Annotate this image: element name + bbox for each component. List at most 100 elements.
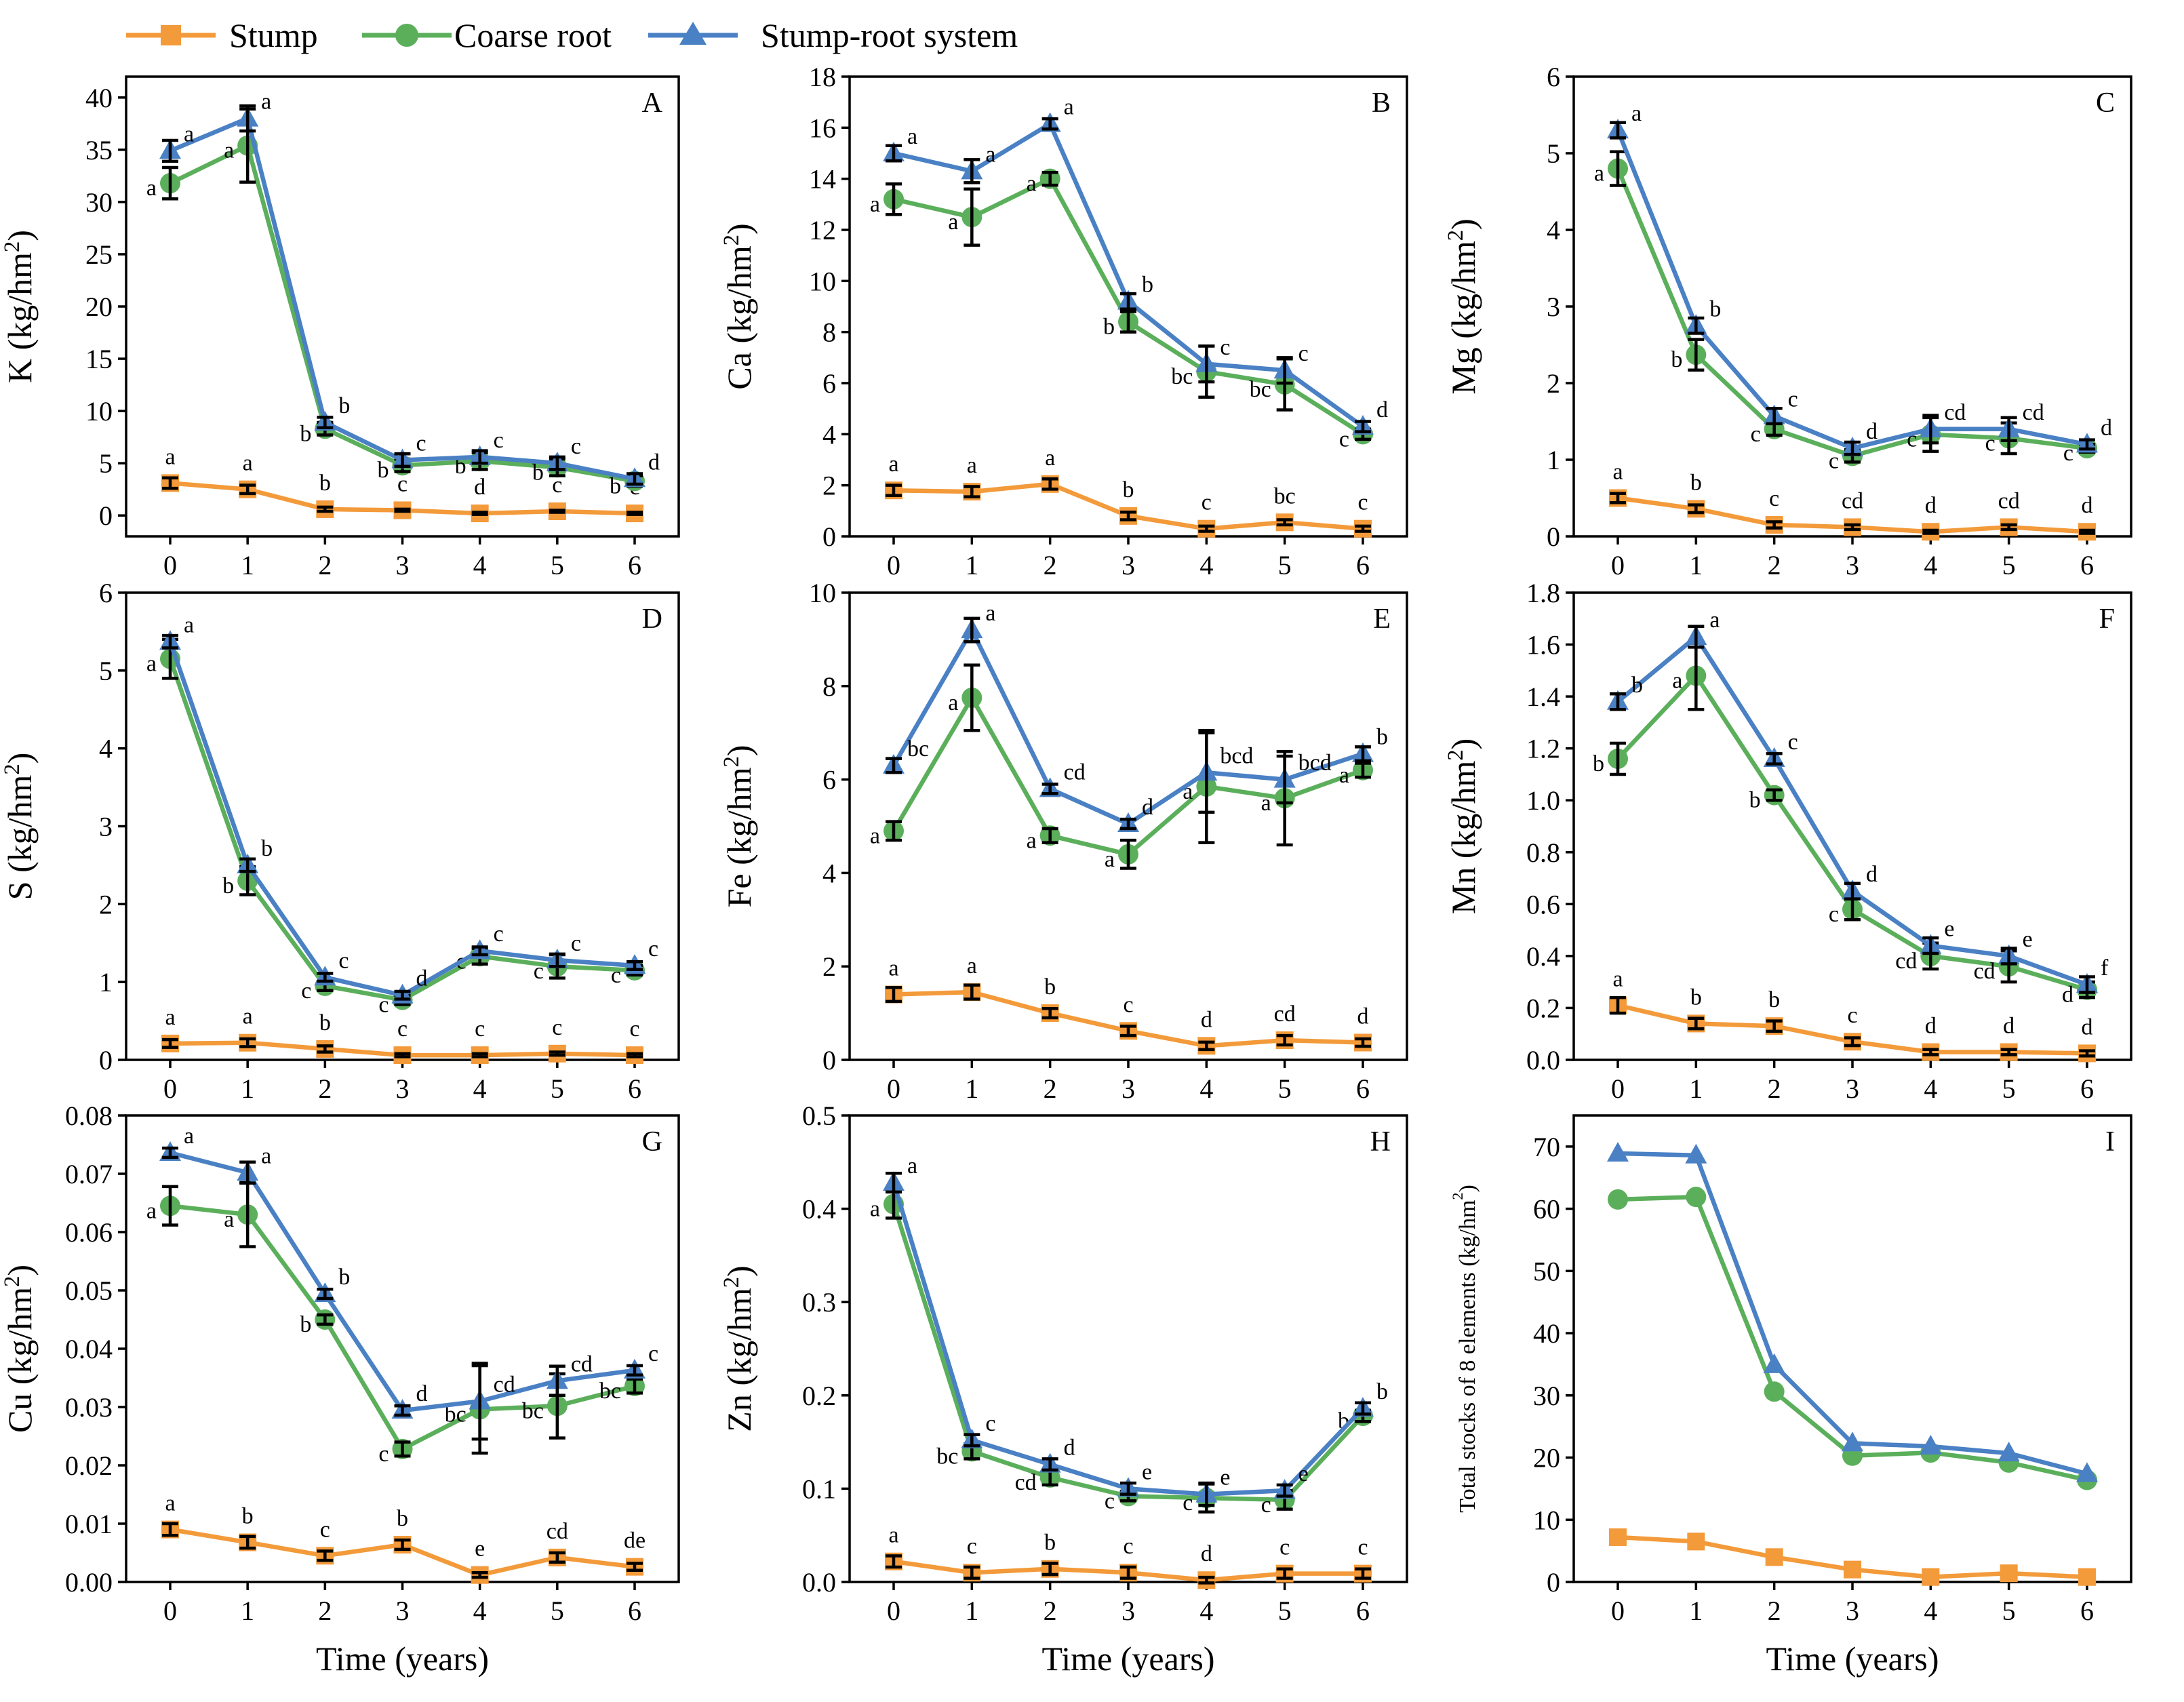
data-point-stump	[1765, 1548, 1783, 1566]
y-tick-label: 0.07	[65, 1159, 113, 1189]
significance-label-system: b	[338, 1265, 350, 1290]
data-point-system	[2076, 1462, 2098, 1482]
significance-label-stump: c	[320, 1517, 330, 1542]
significance-label-coarse: bc	[599, 1379, 621, 1404]
plot-frame	[1572, 1114, 2132, 1583]
y-tick-label: 2	[822, 951, 836, 982]
y-tick-label: 20	[85, 292, 113, 322]
series-line-system	[167, 641, 635, 997]
x-tick-label: 4	[1199, 1596, 1213, 1626]
x-tick-label: 1	[965, 1596, 978, 1626]
x-tick-label: 0	[887, 1596, 900, 1626]
y-axis-title: Zn (kg/hm2)	[719, 1265, 758, 1431]
significance-label-stump: b	[1044, 1530, 1056, 1556]
x-tick-label: 3	[396, 1073, 410, 1104]
y-tick-label: 0	[99, 500, 113, 531]
y-tick-label: 2	[99, 889, 113, 919]
significance-label-stump: c	[1202, 490, 1212, 515]
series-line-system	[169, 116, 635, 481]
x-tick-label: 3	[1121, 1596, 1135, 1626]
significance-label-coarse: b	[1103, 315, 1115, 340]
y-tick-label: 0.05	[65, 1275, 113, 1306]
significance-label-stump: a	[888, 956, 898, 981]
y-tick-label: 0.04	[65, 1334, 113, 1364]
y-tick-label: 70	[1533, 1132, 1560, 1162]
significance-label-coarse: b	[1593, 751, 1604, 776]
y-tick-label: 20	[1533, 1443, 1560, 1473]
data-point-stump	[1922, 1568, 1940, 1586]
significance-label-system: a	[184, 121, 194, 146]
y-axis-title: Mn (kg/hm2)	[1444, 738, 1482, 914]
data-point-system	[1685, 1143, 1707, 1164]
significance-label-coarse: a	[1261, 791, 1271, 816]
significance-label-coarse: a	[1339, 763, 1349, 788]
y-tick-label: 0.8	[1526, 837, 1560, 868]
significance-label-stump: d	[474, 475, 485, 500]
y-tick-label: 10	[809, 266, 836, 296]
significance-label-coarse: b	[300, 1312, 311, 1337]
significance-label-system: a	[261, 1143, 271, 1168]
significance-label-system: e	[1944, 917, 1954, 942]
legend-label-stump-root-system: Stump-root system	[761, 16, 1018, 54]
x-tick-label: 5	[2002, 1596, 2016, 1626]
y-tick-label: 1.2	[1526, 734, 1560, 764]
significance-label-stump: a	[967, 953, 977, 978]
x-tick-label: 1	[241, 1073, 254, 1104]
significance-label-stump: c	[475, 1016, 485, 1042]
significance-label-system: d	[416, 1381, 428, 1406]
significance-label-coarse: c	[611, 963, 621, 988]
significance-label-coarse: a	[948, 210, 958, 235]
legend-label-stump: Stump	[229, 16, 318, 54]
significance-label-stump: c	[552, 1015, 562, 1040]
significance-label-system: d	[1376, 397, 1388, 422]
significance-label-coarse: bc	[936, 1444, 958, 1469]
significance-label-coarse: a	[1027, 172, 1037, 197]
significance-label-stump: c	[1123, 992, 1133, 1017]
x-tick-label: 2	[318, 1596, 332, 1626]
y-tick-label: 18	[809, 62, 836, 92]
significance-label-stump: c	[1357, 490, 1368, 515]
significance-label-stump: cd	[1842, 488, 1863, 513]
significance-label-stump: cd	[1274, 1002, 1296, 1027]
legend-marker-stump	[161, 25, 181, 45]
significance-label-coarse: c	[301, 978, 311, 1004]
x-tick-label: 1	[241, 550, 254, 580]
significance-label-coarse: cd	[1015, 1470, 1037, 1495]
x-axis-title: Time (years)	[316, 1640, 489, 1678]
y-tick-label: 0	[822, 1045, 836, 1075]
significance-label-system: d	[1142, 795, 1153, 820]
significance-label-stump: b	[1768, 987, 1780, 1012]
y-tick-label: 0.0	[802, 1567, 836, 1598]
x-tick-label: 5	[2002, 550, 2016, 580]
significance-label-coarse: b	[1671, 347, 1682, 372]
significance-label-system: bc	[907, 736, 929, 761]
y-tick-label: 4	[1547, 215, 1560, 245]
y-tick-label: 25	[85, 239, 113, 270]
x-tick-label: 1	[965, 1073, 978, 1104]
significance-label-system: e	[1142, 1459, 1152, 1484]
significance-label-stump: d	[2082, 1014, 2093, 1040]
y-tick-label: 1.4	[1526, 681, 1560, 712]
y-tick-label: 35	[85, 135, 113, 165]
data-point-coarse	[1764, 1381, 1785, 1402]
significance-label-coarse: b	[532, 460, 544, 485]
panel-letter: E	[1373, 603, 1391, 635]
significance-label-coarse: c	[1985, 431, 1996, 456]
significance-label-stump: c	[1279, 1535, 1290, 1560]
data-point-stump	[2000, 1564, 2018, 1583]
y-tick-label: 4	[822, 419, 836, 450]
data-point-stump	[2078, 1568, 2096, 1586]
significance-label-system: c	[571, 434, 581, 459]
x-tick-label: 2	[1768, 550, 1781, 580]
x-tick-label: 4	[1199, 550, 1213, 580]
y-tick-label: 0.2	[1526, 993, 1560, 1023]
series-stump: a b c cd d cd d	[1609, 460, 2096, 541]
x-tick-label: 4	[473, 1073, 487, 1104]
series-line-coarse	[1616, 167, 2088, 458]
series-stump: a a abc bc c	[885, 446, 1372, 538]
significance-label-system: c	[494, 428, 504, 453]
significance-label-coarse: a	[146, 1198, 157, 1223]
significance-label-system: c	[1220, 335, 1230, 360]
